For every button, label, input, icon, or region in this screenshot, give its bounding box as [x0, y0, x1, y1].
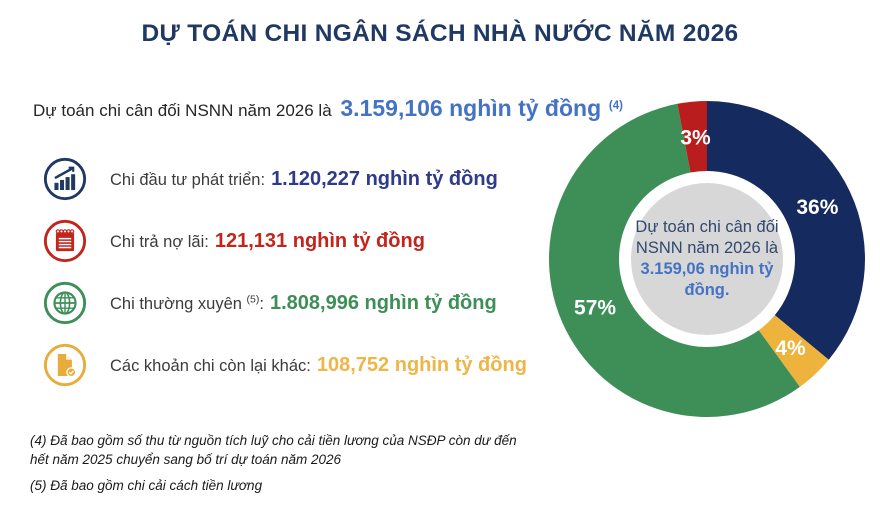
item-value: 121,131 nghìn tỷ đồng — [214, 229, 425, 252]
item-colon: : — [204, 232, 209, 251]
item-text: Các khoản chi còn lại khác: 108,752 nghìn… — [110, 354, 527, 377]
donut-chart-svg: 36% 4% 57% 3% — [549, 101, 865, 418]
globe-icon — [42, 280, 88, 326]
item-colon: : — [306, 356, 311, 375]
footnotes: (4) Đã bao gồm số thu từ nguồn tích luỹ … — [30, 432, 535, 503]
slice-percentage-label: 36% — [796, 196, 838, 219]
list-item: Chi thường xuyên (5): 1.808,996 nghìn tỷ … — [42, 272, 562, 334]
slice-percentage-label: 3% — [680, 127, 711, 150]
item-label: Chi đầu tư phát triển — [110, 170, 261, 189]
chart-center-label: Dự toán chi cân đối NSNN năm 2026 là 3.1… — [633, 217, 781, 301]
footnote-5: (5) Đã bao gồm chi cải cách tiền lương — [30, 477, 263, 493]
subtitle-text: Dự toán chi cân đối NSNN năm 2026 là — [33, 101, 332, 120]
donut-percentage-labels: 36% 4% 57% 3% — [574, 127, 839, 360]
footnote-4: (4) Đã bao gồm số thu từ nguồn tích luỹ … — [30, 433, 517, 467]
document-check-icon — [42, 342, 88, 388]
center-label-text: Dự toán chi cân đối NSNN năm 2026 là — [635, 217, 779, 257]
center-label-value: 3.159,06 nghìn tỷ đồng. — [640, 260, 774, 300]
donut-slice-1 — [758, 315, 829, 387]
item-label: Các khoản chi còn lại khác — [110, 356, 307, 375]
donut-chart: 36% 4% 57% 3% Dự toán chi cân đối NSNN năm … — [544, 96, 870, 422]
item-footnote-ref: (5) — [246, 293, 260, 305]
item-value: 108,752 nghìn tỷ đồng — [316, 353, 527, 376]
subtitle: Dự toán chi cân đối NSNN năm 2026 là 3.1… — [33, 95, 693, 122]
donut-slice-0 — [707, 101, 865, 360]
subtitle-footnote-ref: (4) — [608, 100, 623, 113]
item-label: Chi trả nợ lãi — [110, 232, 205, 251]
item-value: 1.808,996 nghìn tỷ đồng — [269, 291, 497, 314]
item-text: Chi thường xuyên (5): 1.808,996 nghìn tỷ … — [110, 292, 497, 315]
list-item: Chi trả nợ lãi: 121,131 nghìn tỷ đồng — [42, 210, 562, 272]
item-label: Chi thường xuyên — [110, 294, 242, 313]
expense-list: Chi đầu tư phát triển: 1.120,227 nghìn tỷ… — [42, 148, 562, 396]
donut-slice-2 — [549, 103, 800, 418]
item-colon: : — [260, 170, 266, 189]
item-value: 1.120,227 nghìn tỷ đồng — [271, 167, 498, 190]
donut-slices — [549, 101, 865, 418]
page-title: DỰ TOÁN CHI NGÂN SÁCH NHÀ NƯỚC NĂM 2026 — [141, 20, 739, 47]
notepad-icon — [42, 218, 88, 264]
bar-chart-growth-icon — [42, 156, 88, 202]
chart-center-circle — [631, 183, 783, 335]
slice-percentage-label: 4% — [775, 337, 806, 360]
list-item: Các khoản chi còn lại khác: 108,752 nghìn… — [42, 334, 562, 396]
donut-slice-3 — [677, 101, 707, 173]
item-text: Chi trả nợ lãi: 121,131 nghìn tỷ đồng — [110, 230, 425, 253]
subtitle-value: 3.159,106 nghìn tỷ đồng — [340, 95, 602, 121]
item-colon: : — [259, 294, 264, 313]
list-item: Chi đầu tư phát triển: 1.120,227 nghìn tỷ… — [42, 148, 562, 210]
item-text: Chi đầu tư phát triển: 1.120,227 nghìn tỷ… — [110, 168, 498, 191]
slice-percentage-label: 57% — [574, 296, 616, 319]
